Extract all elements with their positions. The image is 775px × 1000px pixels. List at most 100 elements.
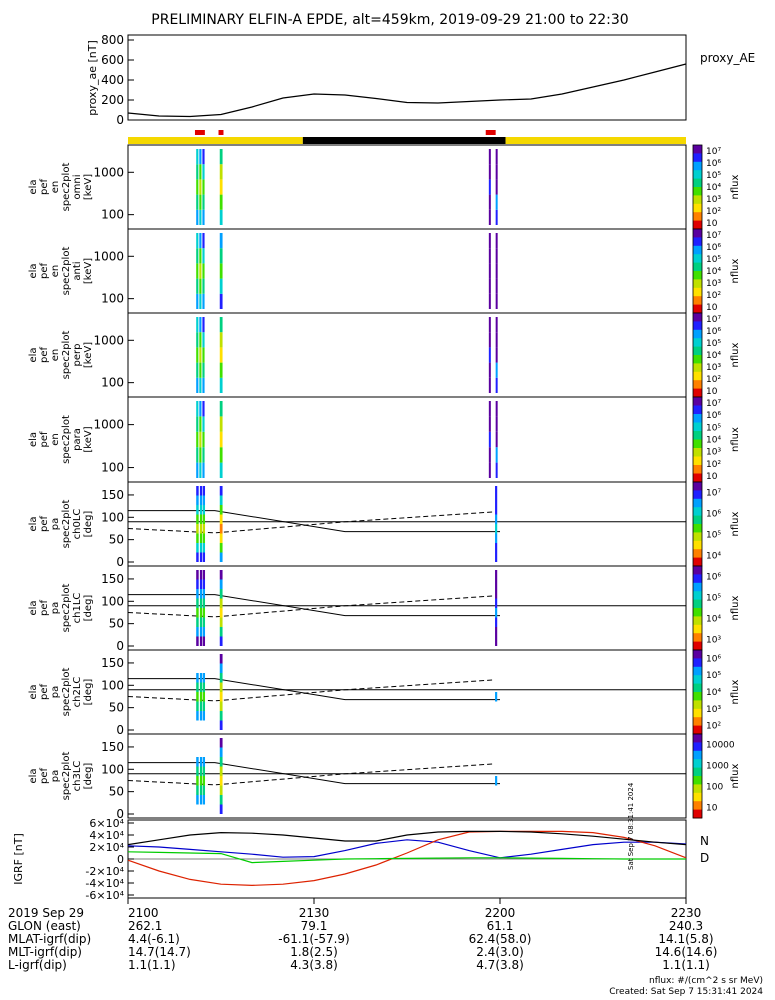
ela_pef_en_spec2plot_anti-pixel: [488, 233, 491, 249]
ela_pef_pa_spec2plot_ch0LC-pixel: [495, 524, 498, 534]
ela_pef_en_spec2plot_anti-colorbar-cell: [693, 292, 702, 295]
ela_pef_en_spec2plot_omni-pixel: [199, 164, 202, 180]
ela_pef_pa_spec2plot_ch3LC-colorbar-cell: [693, 786, 702, 790]
ela_pef_pa_spec2plot_ch1LC-ylabel-part: ch1LC: [72, 593, 83, 624]
ela_pef_en_spec2plot_omni-pixel: [202, 179, 205, 195]
ela_pef_pa_spec2plot_ch2LC-ytick-label: 0: [116, 723, 124, 737]
proxy-ae-ytick-label: 400: [101, 73, 124, 87]
ela_pef_pa_spec2plot_ch3LC-pixel: [196, 785, 199, 795]
ela_pef_pa_spec2plot_ch2LC-pixel: [203, 711, 206, 721]
ela_pef_pa_spec2plot_ch0LC-colorbar-cell: [693, 532, 702, 535]
ela_pef_pa_spec2plot_ch2LC-pixel: [196, 682, 199, 692]
ela_pef_en_spec2plot_para-colorbar-cell: [693, 454, 702, 457]
ela_pef_pa_spec2plot_ch0LC-colorbar-cell: [693, 488, 702, 491]
igrf-ylabel: IGRF [nT]: [12, 833, 25, 885]
ela_pef_pa_spec2plot_ch2LC-loss-cone-line: [128, 678, 500, 701]
proxy-ae-ylabel: proxy_ae [nT]: [86, 40, 99, 115]
ela_pef_pa_spec2plot_ch0LC-pixel: [196, 495, 199, 505]
ela_pef_en_spec2plot_para-frame: [127, 396, 687, 483]
ela_pef_pa_spec2plot_ch3LC-colorbar-cell: [693, 776, 702, 779]
ela_pef_en_spec2plot_omni-colorbar-cell: [693, 203, 702, 207]
ela_pef_en_spec2plot_para-pixel: [196, 447, 199, 463]
ela_pef_pa_spec2plot_ch2LC-ylabel-part: [deg]: [83, 679, 94, 706]
ela_pef_pa_spec2plot_ch3LC-colorbar-frame: [692, 733, 703, 819]
ela_pef_en_spec2plot_perp-colorbar-cell: [693, 329, 702, 333]
ela_pef_pa_spec2plot_ch2LC-colorbar-cell: [693, 675, 702, 678]
ela_pef_pa_spec2plot_ch1LC-pixel: [219, 579, 223, 589]
ephemeris-cell: 4.4(-6.1): [128, 932, 180, 946]
ela_pef_en_spec2plot_omni-pixel: [196, 149, 199, 165]
ela_pef_pa_spec2plot_ch2LC-colorbar-cell: [693, 660, 702, 664]
ela_pef_en_spec2plot_perp-pixel: [219, 377, 223, 393]
ela_pef_pa_spec2plot_ch0LC-pixel: [196, 505, 199, 515]
ela_pef_pa_spec2plot_ch0LC-colorbar-cell: [693, 536, 702, 540]
ela_pef_en_spec2plot_perp-colorbar-cell: [693, 392, 702, 396]
ela_pef_pa_spec2plot_ch1LC-colorbar-cell: [693, 629, 702, 632]
ela_pef_en_spec2plot_perp-pixel: [199, 347, 202, 363]
ela_pef_pa_spec2plot_ch1LC-colorbar-cell: [693, 603, 702, 607]
ela_pef_en_spec2plot_para-ylabel-part: ela: [28, 432, 39, 447]
ela_pef_pa_spec2plot_ch1LC-colorbar-cell: [693, 645, 702, 649]
ela_pef_pa_spec2plot_ch2LC-pixel: [219, 682, 223, 692]
ela_pef_en_spec2plot_anti-colorbar-cell: [693, 254, 702, 257]
ela_pef_pa_spec2plot_ch1LC-pixel: [495, 608, 498, 618]
ela_pef_en_spec2plot_anti-ylabel-part: spec2plot: [61, 247, 72, 296]
ela_pef_pa_spec2plot_ch2LC-ylabel-part: spec2plot: [61, 668, 72, 717]
ela_pef_en_spec2plot_perp-pixel: [488, 362, 491, 378]
ela_pef_pa_spec2plot_ch1LC-colorbar-cell: [693, 612, 702, 615]
ela_pef_en_spec2plot_omni-colorbar-cell: [693, 166, 702, 169]
science-zone-marker: [218, 130, 224, 135]
ela_pef_pa_spec2plot_ch2LC-colorbar-cell: [693, 652, 702, 655]
ela_pef_en_spec2plot_para-colorbar-tick: 10²: [706, 460, 721, 470]
ela_pef_en_spec2plot_para-pixel: [199, 431, 202, 448]
ephemeris-cell: 2.4(3.0): [476, 945, 524, 959]
ela_pef_pa_spec2plot_ch0LC-loss-cone-line: [128, 510, 500, 533]
igrf-ytick-label: 0: [117, 853, 124, 866]
ela_pef_pa_spec2plot_ch1LC-ylabel-part: pa: [50, 602, 61, 614]
ela_pef_en_spec2plot_omni-pixel: [495, 194, 498, 210]
ela_pef_en_spec2plot_para-ylabel-part: para: [72, 428, 83, 451]
ela_pef_en_spec2plot_perp-pixel: [202, 332, 205, 348]
ela_pef_pa_spec2plot_ch1LC-colorbar-cell: [693, 641, 702, 645]
ela_pef_en_spec2plot_perp-colorbar-tick: 10⁶: [706, 327, 721, 337]
ela_pef_pa_spec2plot_ch0LC-colorbar-cell: [693, 521, 702, 525]
ela_pef_en_spec2plot_anti-colorbar-cell: [693, 241, 702, 245]
ela_pef_pa_spec2plot_ch0LC-pixel: [199, 505, 203, 515]
orbit-bar-shadow: [302, 137, 506, 144]
ela_pef_en_spec2plot_perp-pixel: [196, 317, 199, 333]
ela_pef_en_spec2plot_perp-pixel: [219, 332, 223, 348]
ela_pef_en_spec2plot_omni-colorbar-cell: [693, 147, 702, 150]
ela_pef_en_spec2plot_para-colorbar-cell: [693, 416, 702, 419]
ela_pef_en_spec2plot_anti-colorbar-cell: [693, 233, 702, 236]
igrf-series-D: [127, 830, 687, 887]
ela_pef_pa_spec2plot_ch3LC-colorbar-cell: [693, 815, 702, 819]
ela_pef_en_spec2plot_anti-pixel: [199, 293, 202, 309]
ela_pef_en_spec2plot_para-colorbar-cell: [693, 431, 702, 434]
ela_pef_pa_spec2plot_ch2LC-colorbar-tick: 10⁶: [706, 654, 721, 664]
ela_pef_en_spec2plot_para-colorbar-cell: [693, 433, 702, 436]
ela_pef_pa_spec2plot_ch0LC-pixel: [203, 505, 206, 515]
ela_pef_en_spec2plot_perp-colorbar-cell: [693, 378, 702, 381]
ela_pef_en_spec2plot_perp-colorbar-cell: [693, 365, 702, 369]
ela_pef_pa_spec2plot_ch1LC-colorbar-cell: [693, 626, 702, 630]
ela_pef_en_spec2plot_perp-pixel: [199, 377, 202, 393]
ela_pef_pa_spec2plot_ch2LC-colorbar-cell: [693, 650, 702, 653]
ela_pef_pa_spec2plot_ch0LC-colorbar-label: nflux: [730, 511, 741, 536]
ela_pef_pa_spec2plot_ch1LC-colorbar-tick: 10⁵: [706, 594, 721, 604]
ela_pef_pa_spec2plot_ch1LC-colorbar-cell: [693, 633, 702, 636]
ela_pef_en_spec2plot_para-pixel: [199, 416, 202, 432]
ela_pef_pa_spec2plot_ch1LC-pixel: [495, 589, 498, 599]
ela_pef_en_spec2plot_perp-colorbar-cell: [693, 357, 702, 360]
ela_pef_en_spec2plot_anti-pixel: [488, 248, 491, 264]
ela_pef_en_spec2plot_para-colorbar-tick: 10⁶: [706, 411, 721, 421]
ela_pef_en_spec2plot_para-colorbar-cell: [693, 465, 702, 468]
ela_pef_en_spec2plot_anti-pixel: [219, 233, 223, 249]
ela_pef_pa_spec2plot_ch0LC-pixel: [196, 486, 199, 496]
ela_pef_en_spec2plot_para-colorbar-cell: [693, 460, 702, 464]
ela_pef_en_spec2plot_anti-colorbar-cell: [693, 287, 702, 291]
ela_pef_pa_spec2plot_ch3LC-pixel: [196, 766, 199, 776]
ela_pef_en_spec2plot_omni-pixel: [199, 209, 202, 225]
ela_pef_pa_spec2plot_ch3LC-colorbar-tick: 10000: [706, 741, 735, 751]
ela_pef_pa_spec2plot_ch0LC-colorbar-cell: [693, 528, 702, 531]
